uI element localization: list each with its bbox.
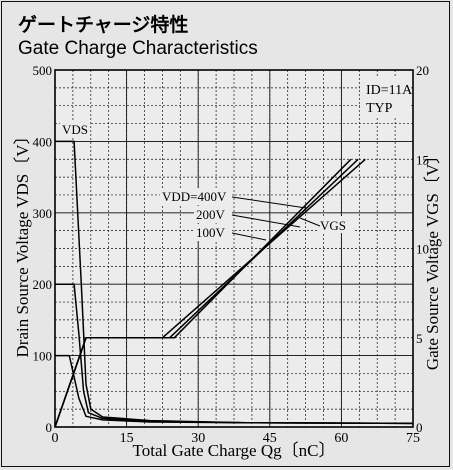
y-left-tick-label: 200: [33, 277, 53, 292]
y-right-tick-label: 15: [416, 152, 429, 167]
y-left-axis-label: Drain Source Voltage VDS〔V〕: [13, 128, 32, 358]
vdd-label: 200V: [196, 207, 226, 222]
x-tick-label: 30: [191, 431, 205, 446]
x-tick-label: 75: [406, 431, 420, 446]
vdd-label-bg: [194, 224, 232, 241]
condition-label: ID=11A: [366, 83, 413, 98]
vgs-label: VGS: [320, 218, 346, 233]
condition-box: [360, 76, 410, 118]
y-right-axis-label: Gate Source Voltage VGS〔V〕: [423, 147, 442, 370]
vdd-label-bg: [160, 188, 232, 205]
vds-label-bg: [60, 120, 90, 138]
x-tick-label: 60: [334, 431, 348, 446]
x-tick-label: 0: [52, 431, 59, 446]
vdd-label: VDD=400V: [162, 189, 227, 204]
plot-border: [54, 69, 414, 428]
y-left-tick-label: 0: [46, 420, 53, 435]
vgs-label-bg: [318, 216, 354, 233]
chart-title-japanese: ゲートチャージ特性: [18, 14, 189, 36]
y-left-tick-label: 100: [33, 349, 53, 364]
chart-title-english: Gate Charge Characteristics: [18, 38, 258, 59]
y-left-tick-label: 400: [33, 134, 53, 149]
y-left-tick-label: 500: [33, 63, 53, 78]
y-right-tick-label: 5: [416, 331, 423, 346]
vdd-leader-line: [231, 232, 267, 241]
vdd-label: 100V: [196, 225, 226, 240]
x-tick-label: 45: [263, 431, 277, 446]
vdd-label-bg: [194, 206, 232, 223]
series-line: [55, 354, 414, 425]
vgs-leader-line: [299, 217, 321, 227]
y-right-tick-label: 0: [416, 420, 423, 435]
vds-label: VDS: [62, 122, 88, 137]
y-right-tick-label: 10: [416, 242, 429, 257]
x-tick-label: 15: [120, 431, 134, 446]
vdd-leader-line: [231, 196, 307, 209]
y-right-tick-label: 20: [416, 63, 429, 78]
series-line: [54, 158, 366, 428]
x-axis-label: Total Gate Charge Qg〔nC〕: [133, 441, 336, 460]
y-left-tick-label: 300: [33, 206, 53, 221]
vdd-leader-line: [231, 214, 301, 228]
typ-label: TYP: [366, 101, 393, 116]
